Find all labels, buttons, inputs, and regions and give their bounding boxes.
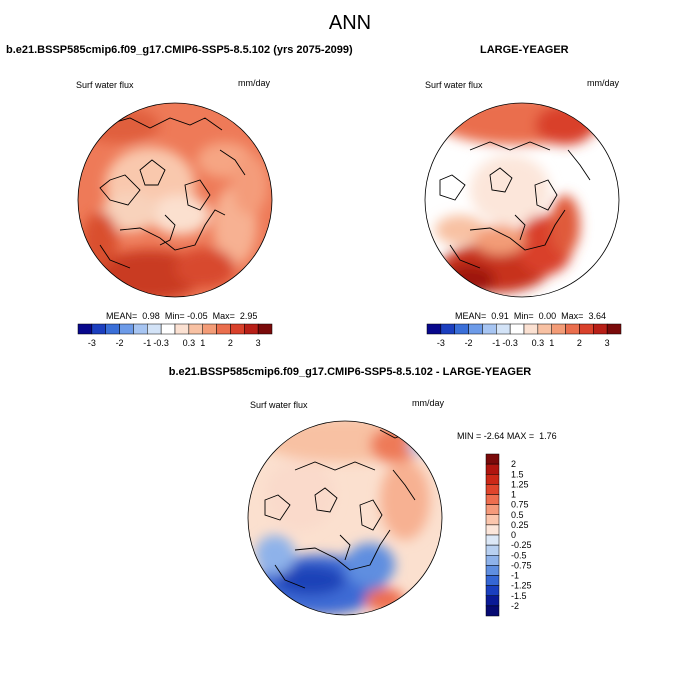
panel3-colorbar-tick-label: -1.5 bbox=[511, 591, 527, 601]
panel2-stats: MEAN= 0.91 Min= 0.00 Max= 3.64 bbox=[455, 311, 606, 321]
panel1-colorbar-tick-label: -2 bbox=[116, 338, 124, 348]
panel2-colorbar-tick-label: -1 bbox=[492, 338, 500, 348]
panel2-colorbar-cell bbox=[606, 323, 622, 335]
panel3-colorbar-cell bbox=[485, 575, 500, 586]
panel3-min-label: MIN = bbox=[457, 431, 482, 441]
panel3-case-title: b.e21.BSSP585cmip6.f09_g17.CMIP6-SSP5-8.… bbox=[168, 366, 532, 378]
panel3-colorbar-tick-label: -0.75 bbox=[511, 560, 532, 570]
panel1-colorbar: -3 -2 -1 -0.3 0.3 1 2 3 bbox=[77, 323, 273, 348]
panel3-colorbar-tick-label: -1.25 bbox=[511, 581, 532, 591]
panel1-case-title: b.e21.BSSP585cmip6.f09_g17.CMIP6-SSP5-8.… bbox=[6, 44, 353, 56]
panel1-colorbar-tick-label: 3 bbox=[256, 338, 261, 348]
panel3-colorbar-cell bbox=[485, 453, 500, 465]
panel3-colorbar-tick-label: -2 bbox=[511, 601, 519, 611]
panel3-variable-label: Surf water flux bbox=[250, 400, 308, 410]
panel1-max-value: 2.95 bbox=[239, 311, 258, 321]
panel1-colorbar-tick-label: -1 bbox=[143, 338, 151, 348]
panel2-max-label: Max= bbox=[561, 311, 584, 321]
panel2-colorbar: -3 -2 -1 -0.3 0.3 1 2 3 bbox=[426, 323, 622, 348]
panel3-colorbar-cell bbox=[485, 565, 500, 576]
panel2-case-title: LARGE-YEAGER bbox=[480, 44, 569, 56]
panel3-colorbar-cell bbox=[485, 474, 500, 485]
panel2-mean-label: MEAN= bbox=[455, 311, 487, 321]
panel3-colorbar-tick-label: -0.25 bbox=[511, 540, 532, 550]
panel2-max-value: 3.64 bbox=[588, 311, 606, 321]
panel1-mean-value: 0.98 bbox=[142, 311, 160, 321]
panel2-colorbar-tick-label: 1 bbox=[549, 338, 554, 348]
panel3-colorbar-tick-label: 0 bbox=[511, 530, 516, 540]
panel3-max-value: 1.76 bbox=[539, 431, 557, 441]
panel3-colorbar-cell bbox=[485, 524, 500, 536]
panel3-colorbar-cell bbox=[485, 555, 500, 566]
panel3-colorbar-cell bbox=[485, 494, 500, 505]
panel1-max-label: Max= bbox=[212, 311, 235, 321]
panel1-stats: MEAN= 0.98 Min= -0.05 Max= 2.95 bbox=[106, 311, 257, 321]
panel1-min-value: -0.05 bbox=[187, 311, 208, 321]
panel3-colorbar-cell bbox=[485, 484, 500, 495]
panel2-min-label: Min= bbox=[513, 311, 534, 321]
panel3-stats: MIN = -2.64 MAX = 1.76 bbox=[457, 431, 557, 441]
panel2-colorbar-tick-label: -0.3 bbox=[502, 338, 518, 348]
panel2-variable-label: Surf water flux bbox=[425, 80, 483, 90]
panel3-colorbar-tick-label: 1 bbox=[511, 490, 516, 500]
panel3-colorbar: 21.51.2510.750.50.250-0.25-0.5-0.75-1-1.… bbox=[485, 453, 532, 617]
panel1-colorbar-tick-label: 0.3 bbox=[183, 338, 196, 348]
panel1-units-label: mm/day bbox=[238, 78, 271, 88]
panel2-colorbar-tick-label: -2 bbox=[465, 338, 473, 348]
panel1-mean-label: MEAN= bbox=[106, 311, 138, 321]
panel3-colorbar-tick-label: 2 bbox=[511, 459, 516, 469]
panel1-colorbar-tick-label: 1 bbox=[200, 338, 205, 348]
panel2-colorbar-tick-label: 2 bbox=[577, 338, 582, 348]
panel1-min-label: Min= bbox=[164, 311, 185, 321]
panel1-colorbar-tick-label: -3 bbox=[88, 338, 96, 348]
panel3-colorbar-cell bbox=[485, 595, 500, 607]
panel2-colorbar-tick-label: 3 bbox=[605, 338, 610, 348]
panel3-colorbar-cell bbox=[485, 585, 500, 596]
panel3-colorbar-cell bbox=[485, 463, 500, 475]
panel2-colorbar-tick-label: -3 bbox=[437, 338, 445, 348]
panel3-colorbar-tick-label: -1 bbox=[511, 571, 519, 581]
panel2-units-label: mm/day bbox=[587, 78, 620, 88]
panel3-max-label: MAX = bbox=[506, 431, 535, 441]
panel3-colorbar-cell bbox=[485, 514, 500, 526]
panel3-colorbar-tick-label: 0.25 bbox=[511, 520, 529, 530]
panel3-colorbar-tick-label: 1.25 bbox=[511, 479, 529, 489]
panel1-variable-label: Surf water flux bbox=[76, 80, 134, 90]
panel1-colorbar-tick-label: -0.3 bbox=[153, 338, 169, 348]
panel2-min-value: 0.00 bbox=[538, 311, 557, 321]
panel1-colorbar-cell bbox=[257, 323, 273, 335]
panel3-colorbar-tick-label: 0.5 bbox=[511, 510, 524, 520]
figure-title: ANN bbox=[328, 12, 372, 34]
panel2-colorbar-tick-label: 0.3 bbox=[532, 338, 545, 348]
panel3-colorbar-tick-label: 1.5 bbox=[511, 469, 524, 479]
panel3-colorbar-cell bbox=[485, 534, 500, 546]
panel1-colorbar-tick-label: 2 bbox=[228, 338, 233, 348]
panel2-mean-value: 0.91 bbox=[491, 311, 509, 321]
panel3-units-label: mm/day bbox=[412, 398, 445, 408]
panel3-colorbar-cell bbox=[485, 544, 500, 556]
panel3-min-value: -2.64 bbox=[483, 431, 505, 441]
panel3-colorbar-tick-label: -0.5 bbox=[511, 550, 527, 560]
panel3-colorbar-cell bbox=[485, 504, 500, 515]
panel3-colorbar-cell bbox=[485, 605, 500, 617]
panel3-colorbar-tick-label: 0.75 bbox=[511, 500, 529, 510]
